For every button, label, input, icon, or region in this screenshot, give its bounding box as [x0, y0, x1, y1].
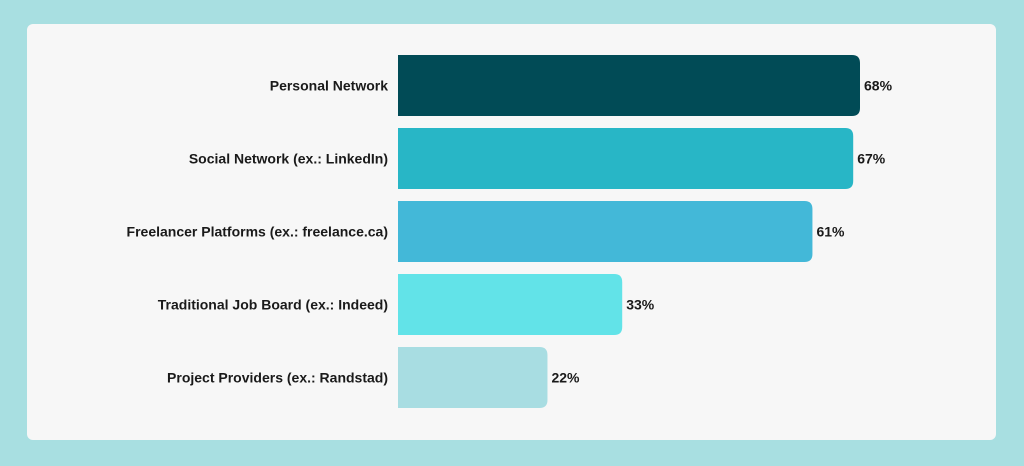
bar-personal-network: [398, 55, 860, 116]
bar-freelancer-platforms-ex-freelance-ca: [398, 201, 813, 262]
value-label-project-providers-ex-randstad: 22%: [551, 370, 580, 386]
bar-chart: Personal Network 68% Social Network (ex.: …: [127, 55, 893, 408]
bar-project-providers-ex-randstad: [398, 347, 548, 408]
bar-social-network-ex-linkedin: [398, 128, 854, 189]
category-label-project-providers-ex-randstad: Project Providers (ex.: Randstad): [167, 370, 388, 386]
category-label-traditional-job-board-ex-indeed: Traditional Job Board (ex.: Indeed): [158, 297, 388, 313]
value-label-traditional-job-board-ex-indeed: 33%: [626, 297, 655, 313]
value-label-social-network-ex-linkedin: 67%: [857, 151, 886, 167]
bar-traditional-job-board-ex-indeed: [398, 274, 623, 335]
chart-card: Personal Network 68% Social Network (ex.: …: [27, 24, 996, 440]
value-label-freelancer-platforms-ex-freelance-ca: 61%: [816, 224, 845, 240]
category-label-personal-network: Personal Network: [270, 78, 388, 94]
category-label-social-network-ex-linkedin: Social Network (ex.: LinkedIn): [189, 151, 388, 167]
value-label-personal-network: 68%: [864, 78, 893, 94]
category-label-freelancer-platforms-ex-freelance-ca: Freelancer Platforms (ex.: freelance.ca): [127, 224, 388, 240]
